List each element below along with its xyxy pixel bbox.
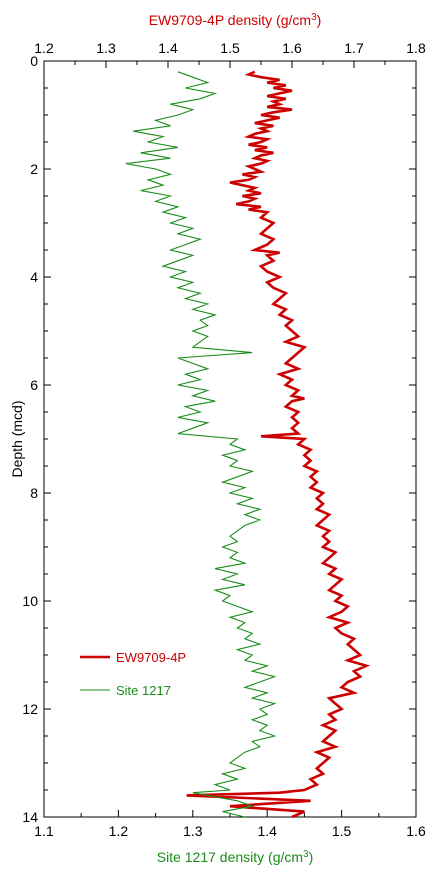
bottom-tick-label: 1.2 xyxy=(109,823,129,839)
axis-ticks: 0 2 4 6 8 10 12 14 1.2 1.3 1.4 1.5 1.6 1.7 1.8 1.1 1.2 1.… xyxy=(22,40,426,839)
top-tick-label: 1.8 xyxy=(406,40,426,56)
y-tick-label: 0 xyxy=(30,53,38,69)
bottom-tick-label: 1.5 xyxy=(332,823,352,839)
top-tick-label: 1.2 xyxy=(34,40,54,56)
bottom-tick-label: 1.6 xyxy=(406,823,426,839)
series-line-site-1217 xyxy=(125,71,277,818)
legend: EW9709-4P Site 1217 xyxy=(80,650,186,698)
y-tick-label: 10 xyxy=(22,593,38,609)
y-tick-label: 6 xyxy=(30,377,38,393)
bottom-tick-label: 1.1 xyxy=(34,823,54,839)
top-tick-label: 1.6 xyxy=(282,40,302,56)
y-axis-title: Depth (mcd) xyxy=(9,400,25,477)
y-tick-label: 12 xyxy=(22,701,38,717)
bottom-tick-label: 1.3 xyxy=(183,823,203,839)
y-tick-label: 2 xyxy=(30,161,38,177)
top-tick-label: 1.5 xyxy=(220,40,240,56)
bottom-axis-title: Site 1217 density (g/cm3) xyxy=(157,849,314,866)
series-layer xyxy=(125,70,371,819)
bottom-tick-label: 1.4 xyxy=(257,823,277,839)
legend-label: Site 1217 xyxy=(116,683,171,698)
top-tick-label: 1.7 xyxy=(344,40,364,56)
y-tick-label: 4 xyxy=(30,269,38,285)
top-axis-title: EW9709-4P density (g/cm3) xyxy=(149,12,322,29)
top-tick-label: 1.4 xyxy=(158,40,178,56)
legend-label: EW9709-4P xyxy=(116,650,186,665)
y-tick-label: 14 xyxy=(22,809,38,825)
y-tick-label: 8 xyxy=(30,485,38,501)
series-line-ew9709-4p xyxy=(186,70,371,819)
top-tick-label: 1.3 xyxy=(96,40,116,56)
plot-frame xyxy=(43,60,417,818)
